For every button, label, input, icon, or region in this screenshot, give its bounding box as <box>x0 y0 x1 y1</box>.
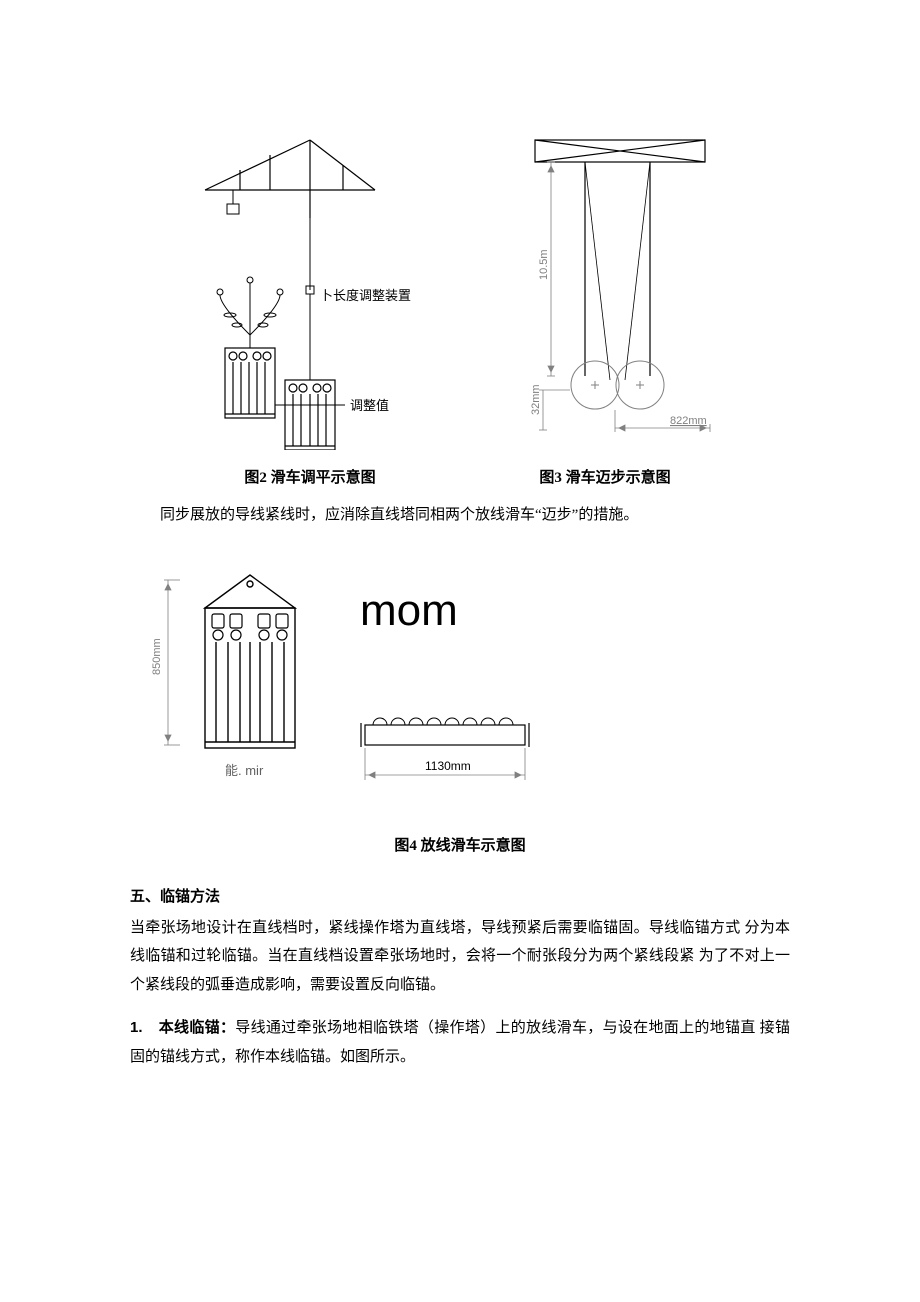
section-5-title: 五、临锚方法 <box>130 885 790 906</box>
item1-lead: 1. <box>130 1019 143 1036</box>
figure-3-block: 10.5m 822mm 32mm 图3 滑车迈步示意图 <box>485 130 725 487</box>
figure-4-caption: 图4 放线滑车示意图 <box>130 834 790 855</box>
figure-2-caption: 图2 滑车调平示意图 <box>195 466 425 487</box>
figure-3-svg: 10.5m 822mm 32mm <box>485 130 725 450</box>
section-5-item-1: 1. 本线临锚：导线通过牵张场地相临铁塔（操作塔）上的放线滑车，与设在地面上的地… <box>130 1014 790 1071</box>
fig2-label-length-adjust: 卜长度调整装置 <box>320 288 411 303</box>
figure-row-2-3: 卜长度调整装置 调整值 图2 滑车调平示意图 <box>130 130 790 487</box>
fig4-left-bottom-label: 能. mir <box>225 763 264 778</box>
figure-4-svg: 850mm <box>130 570 550 810</box>
section-5-para: 当牵张场地设计在直线档时，紧线操作塔为直线塔，导线预紧后需要临锚固。导线临锚方式… <box>130 914 790 1000</box>
figure-4-block: 850mm <box>130 570 790 855</box>
fig3-dim-small: 32mm <box>530 384 542 415</box>
fig4-dim-height: 850mm <box>151 638 163 675</box>
document-page: 卜长度调整装置 调整值 图2 滑车调平示意图 <box>0 0 920 1302</box>
figure-2-block: 卜长度调整装置 调整值 图2 滑车调平示意图 <box>195 130 425 487</box>
fig3-dim-height: 10.5m <box>538 249 550 280</box>
para-after-fig2-3: 同步展放的导线紧线时，应消除直线塔同相两个放线滑车“迈步”的措施。 <box>130 501 790 530</box>
fig4-dim-width: 1130mm <box>425 759 471 773</box>
fig3-dim-width: 822mm <box>670 415 707 427</box>
figure-3-caption: 图3 滑车迈步示意图 <box>485 466 725 487</box>
fig4-big-text: mom <box>360 586 458 635</box>
fig2-label-adjust-value: 调整值 <box>350 398 389 413</box>
figure-2-svg: 卜长度调整装置 调整值 <box>195 130 425 450</box>
item1-bold: 本线临锚： <box>159 1020 236 1036</box>
